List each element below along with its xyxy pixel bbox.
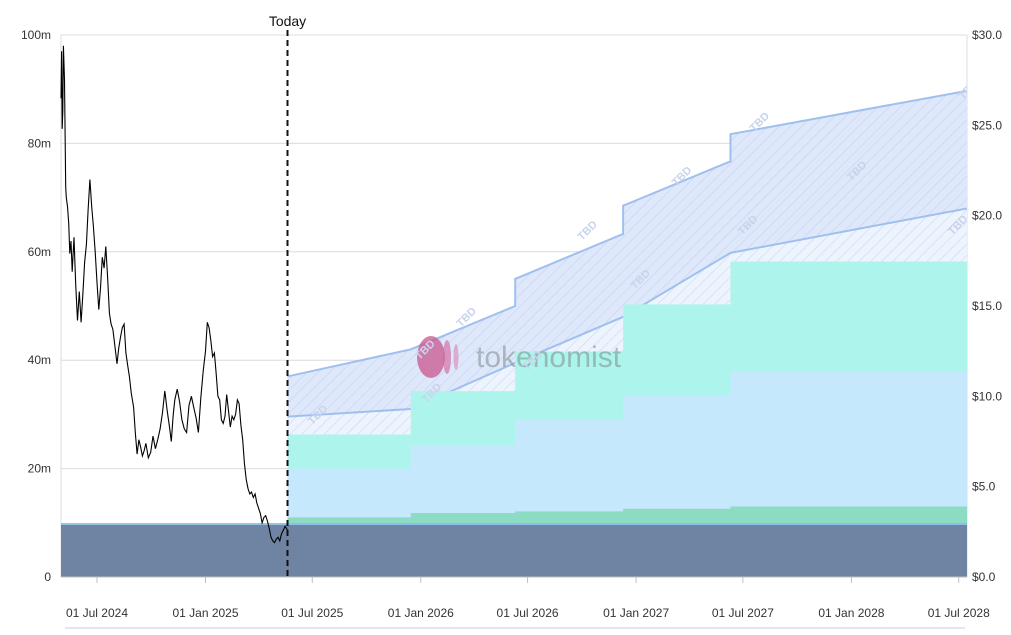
x-tick-label-8: 01 Jul 2028 (928, 606, 990, 620)
y-left-tick-label-1: 20m (28, 462, 51, 476)
x-tick-label-3: 01 Jan 2026 (388, 606, 454, 620)
allocation-areas (61, 89, 967, 578)
y-left-tick-label-3: 60m (28, 245, 51, 259)
series-outline-6 (287, 89, 967, 378)
y-right-tick-label-5: $25.0 (972, 118, 1002, 132)
price-line (60, 45, 288, 544)
watermark: tokenomist (417, 336, 622, 378)
y-left-tick-label-2: 40m (28, 353, 51, 367)
series-area-0 (287, 524, 967, 577)
x-tick-label-5: 01 Jan 2027 (603, 606, 669, 620)
y-left-tick-label-0: 0 (44, 570, 51, 584)
tokenomist-logo-icon (417, 336, 459, 378)
today-label: Today (269, 13, 306, 29)
tbd-label-5: TBD (575, 219, 600, 244)
x-tick-label-7: 01 Jan 2028 (818, 606, 884, 620)
y-right-tick-label-4: $20.0 (972, 209, 1002, 223)
tbd-label-12: TBD (957, 78, 982, 103)
series-outline-5 (287, 207, 967, 418)
x-tick-label-4: 01 Jul 2026 (497, 606, 559, 620)
y-left-tick-label-4: 80m (28, 136, 51, 150)
x-tick-label-6: 01 Jul 2027 (712, 606, 774, 620)
x-tick-label-2: 01 Jul 2025 (281, 606, 343, 620)
y-right-tick-label-1: $5.0 (972, 480, 996, 494)
axes: 0 20m 40m 60m 80m 100m $0.0 $5.0 $10.0 $15.0 $20.0… (21, 28, 1002, 629)
x-tick-label-0: 01 Jul 2024 (66, 606, 128, 620)
historic-base-area (61, 524, 288, 577)
x-tick-label-1: 01 Jan 2025 (172, 606, 238, 620)
y-left-tick-label-5: 100m (21, 28, 51, 42)
watermark-text: tokenomist (476, 341, 622, 374)
y-right-tick-label-0: $0.0 (972, 570, 996, 584)
y-right-tick-label-6: $30.0 (972, 28, 1002, 42)
y-right-tick-label-2: $10.0 (972, 389, 1002, 403)
y-right-tick-label-3: $15.0 (972, 299, 1002, 313)
